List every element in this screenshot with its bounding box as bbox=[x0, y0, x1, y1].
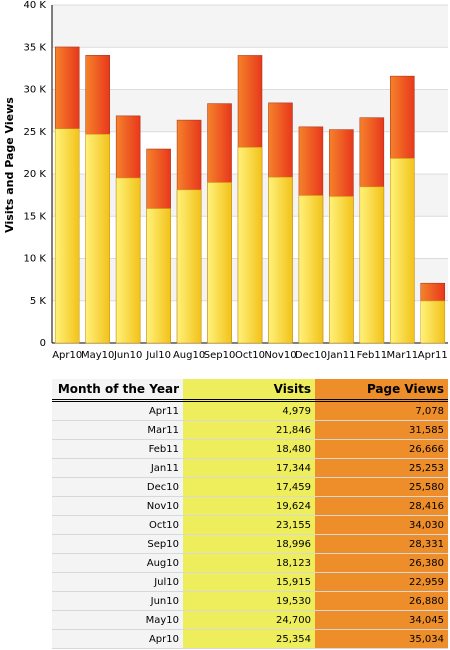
table-row: Apr11 4,979 7,078 bbox=[52, 400, 448, 421]
bar bbox=[115, 177, 141, 344]
table-cell: 34,030 bbox=[315, 515, 448, 535]
table-cell: Sep10 bbox=[52, 534, 183, 554]
table-cell: 21,846 bbox=[183, 420, 315, 440]
table-cell: 34,045 bbox=[315, 610, 448, 630]
x-tick-label: Sep10 bbox=[204, 350, 236, 361]
y-tick-label: 30 K bbox=[24, 85, 47, 96]
table-row: Nov10 19,624 28,416 bbox=[52, 496, 448, 516]
table-cell: Jun10 bbox=[52, 591, 183, 611]
x-tick-label: May10 bbox=[81, 350, 114, 361]
bar bbox=[298, 195, 324, 344]
table-row: May10 24,700 34,045 bbox=[52, 610, 448, 630]
y-tick-label: 40 K bbox=[24, 0, 47, 11]
table-cell: Apr11 bbox=[52, 400, 183, 421]
x-tick-label: Aug10 bbox=[173, 350, 205, 361]
table-cell: Jan11 bbox=[52, 458, 183, 478]
table-cell: 31,585 bbox=[315, 420, 448, 440]
table-row: Jan11 17,344 25,253 bbox=[52, 458, 448, 478]
x-tick-label: Jun10 bbox=[113, 350, 142, 361]
bar bbox=[390, 158, 415, 344]
y-tick-label: 5 K bbox=[30, 296, 47, 307]
bar bbox=[176, 189, 202, 344]
bar bbox=[329, 196, 354, 344]
x-tick-label: Oct10 bbox=[235, 350, 265, 361]
table-cell: 28,416 bbox=[315, 496, 448, 516]
table-row: Jul10 15,915 22,959 bbox=[52, 572, 448, 592]
x-tick-label: Jul10 bbox=[145, 350, 171, 361]
header-cell: Visits bbox=[183, 379, 315, 402]
table-cell: 22,959 bbox=[315, 572, 448, 592]
table-cell: 4,979 bbox=[183, 400, 315, 421]
y-tick-label: 35 K bbox=[24, 42, 47, 53]
y-axis-title: Visits and Page Views bbox=[3, 97, 16, 233]
bar bbox=[85, 134, 110, 344]
bar bbox=[420, 300, 446, 344]
table-cell: 18,996 bbox=[183, 534, 315, 554]
x-tick-label: Feb11 bbox=[357, 350, 387, 361]
table-cell: Oct10 bbox=[52, 515, 183, 535]
table-cell: 23,155 bbox=[183, 515, 315, 535]
table-row: Mar11 21,846 31,585 bbox=[52, 420, 448, 440]
chart: Visits and Page Views 0 5 K 10 K 15 K 20 K 25… bbox=[3, 0, 448, 361]
table-cell: Feb11 bbox=[52, 439, 183, 459]
bar bbox=[207, 182, 232, 344]
y-tick-label: 0 bbox=[40, 338, 46, 349]
table-row: Feb11 18,480 26,666 bbox=[52, 439, 448, 459]
table-cell: Dec10 bbox=[52, 477, 183, 497]
table-cell: 17,344 bbox=[183, 458, 315, 478]
table-cell: 15,915 bbox=[183, 572, 315, 592]
x-tick-label: Dec10 bbox=[295, 350, 327, 361]
table-header: Month of the Year Visits Page Views bbox=[52, 379, 448, 402]
table-cell: 25,253 bbox=[315, 458, 448, 478]
table-cell: 18,480 bbox=[183, 439, 315, 459]
y-tick-label: 15 K bbox=[24, 211, 47, 222]
table-cell: 25,354 bbox=[183, 629, 315, 649]
plot-band bbox=[52, 5, 448, 48]
table-cell: May10 bbox=[52, 610, 183, 630]
bar bbox=[359, 186, 385, 344]
x-tick-label: Mar11 bbox=[387, 350, 419, 361]
x-tick-label: Jan11 bbox=[326, 350, 355, 361]
x-tick-label: Apr10 bbox=[52, 350, 82, 361]
table-cell: Mar11 bbox=[52, 420, 183, 440]
table-cell: 35,034 bbox=[315, 629, 448, 649]
x-tick-label: Apr11 bbox=[418, 350, 448, 361]
header-cell: Page Views bbox=[315, 379, 448, 402]
table-row: Dec10 17,459 25,580 bbox=[52, 477, 448, 497]
y-tick-label: 25 K bbox=[24, 127, 47, 138]
header-cell: Month of the Year bbox=[52, 379, 183, 402]
table-cell: 26,380 bbox=[315, 553, 448, 573]
y-tick-label: 20 K bbox=[24, 169, 47, 180]
table-row: Oct10 23,155 34,030 bbox=[52, 515, 448, 535]
table-cell: Nov10 bbox=[52, 496, 183, 516]
table-cell: Aug10 bbox=[52, 553, 183, 573]
table-cell: Jul10 bbox=[52, 572, 183, 592]
y-tick-label: 10 K bbox=[24, 254, 47, 265]
table-cell: 25,580 bbox=[315, 477, 448, 497]
table-cell: 19,530 bbox=[183, 591, 315, 611]
bar bbox=[54, 128, 80, 344]
bar bbox=[237, 147, 263, 344]
table-cell: 26,880 bbox=[315, 591, 448, 611]
table-row: Aug10 18,123 26,380 bbox=[52, 553, 448, 573]
data-table: Month of the Year Visits Page Views Apr1… bbox=[52, 379, 448, 649]
table-cell: 17,459 bbox=[183, 477, 315, 497]
table-cell: 19,624 bbox=[183, 496, 315, 516]
table-cell: 28,331 bbox=[315, 534, 448, 554]
x-tick-label: Nov10 bbox=[264, 350, 296, 361]
table-row: Jun10 19,530 26,880 bbox=[52, 591, 448, 611]
bar bbox=[268, 176, 293, 344]
bar bbox=[146, 208, 171, 344]
table-cell: 26,666 bbox=[315, 439, 448, 459]
table-cell: Apr10 bbox=[52, 629, 183, 649]
table-cell: 24,700 bbox=[183, 610, 315, 630]
table-row: Sep10 18,996 28,331 bbox=[52, 534, 448, 554]
table-cell: 18,123 bbox=[183, 553, 315, 573]
table-row: Apr10 25,354 35,034 bbox=[52, 629, 448, 649]
table-cell: 7,078 bbox=[315, 400, 448, 421]
